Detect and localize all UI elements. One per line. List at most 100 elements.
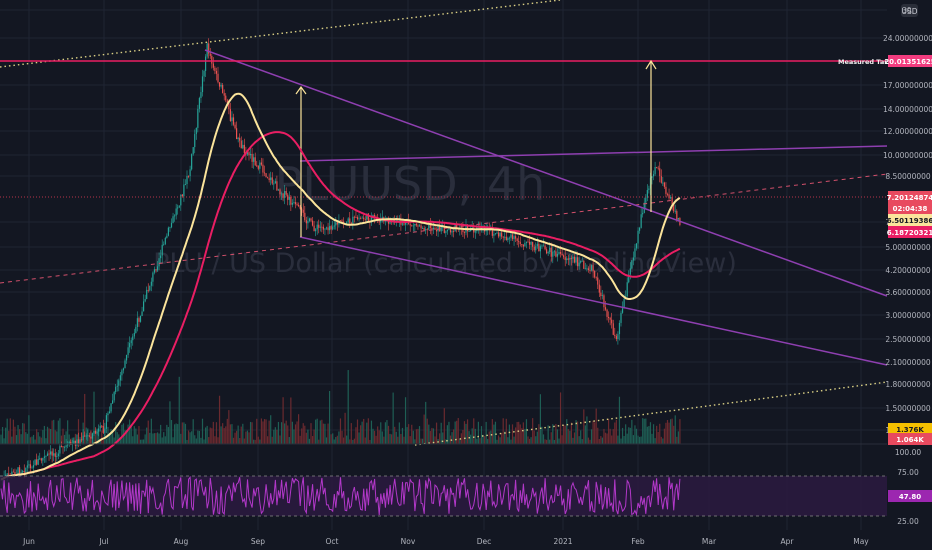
candle-body bbox=[31, 467, 33, 469]
candle-body bbox=[409, 224, 411, 226]
fast-moving-average-line bbox=[0, 92, 681, 481]
measure-arrowhead-left bbox=[295, 85, 307, 95]
candle-body bbox=[301, 208, 303, 210]
volume-bar bbox=[316, 418, 318, 444]
volume-bar bbox=[446, 425, 448, 444]
candle-body bbox=[617, 334, 619, 340]
volume-bar bbox=[197, 430, 199, 444]
candle-body bbox=[279, 189, 281, 195]
candle-body bbox=[663, 182, 665, 187]
candle-body bbox=[105, 415, 107, 429]
time-axis[interactable] bbox=[0, 530, 932, 550]
measure-arrowhead-right bbox=[645, 59, 657, 70]
volume-bar bbox=[141, 439, 143, 444]
candle-body bbox=[341, 220, 343, 222]
candle-body bbox=[567, 258, 569, 260]
candle-body bbox=[628, 274, 630, 283]
volume-bar bbox=[443, 408, 445, 444]
volume-bar bbox=[333, 439, 335, 444]
candle-body bbox=[504, 236, 506, 238]
candle-body bbox=[558, 252, 560, 254]
volume-bar bbox=[209, 427, 211, 444]
volume-bar bbox=[225, 426, 227, 444]
volume-bar bbox=[56, 431, 58, 444]
candle-body bbox=[217, 73, 219, 83]
candle-body bbox=[569, 257, 571, 260]
channel-top-line bbox=[299, 145, 888, 162]
volume-bar bbox=[617, 435, 619, 444]
candle-body bbox=[604, 307, 607, 310]
volume-bar bbox=[231, 424, 233, 444]
candle-body bbox=[549, 247, 551, 253]
candle-body bbox=[645, 197, 647, 203]
volume-bar bbox=[356, 419, 359, 444]
candle-body bbox=[273, 183, 275, 185]
candle-body bbox=[191, 154, 193, 170]
candle-body bbox=[307, 221, 309, 224]
volume-bar bbox=[519, 424, 521, 444]
candle-body bbox=[87, 435, 89, 437]
volume-bar bbox=[502, 418, 504, 444]
volume-bar bbox=[553, 439, 555, 444]
volume-bar bbox=[552, 424, 554, 444]
volume-bar bbox=[471, 428, 473, 444]
volume-bar bbox=[603, 428, 605, 444]
volume-bar bbox=[3, 438, 5, 444]
volume-bar bbox=[508, 424, 510, 444]
volume-bar bbox=[198, 430, 200, 444]
rsi-tick-label: 25.00 bbox=[897, 517, 919, 526]
volume-bar bbox=[510, 439, 512, 444]
candle-body bbox=[234, 124, 236, 129]
symbol-watermark: PLUUSD, 4h bbox=[275, 157, 546, 211]
volume-bar bbox=[57, 420, 59, 444]
volume-bar bbox=[457, 418, 459, 444]
rsi-value-badge bbox=[888, 490, 932, 502]
volume-bar bbox=[93, 391, 95, 444]
volume-bar bbox=[654, 438, 656, 444]
candle-body bbox=[296, 204, 298, 205]
volume-bar bbox=[242, 423, 244, 444]
volume-bar bbox=[144, 434, 146, 444]
volume-bar bbox=[12, 419, 14, 444]
volume-bar bbox=[569, 430, 571, 444]
volume-bar bbox=[404, 397, 407, 444]
volume-bar bbox=[189, 432, 191, 444]
volume-bar bbox=[373, 430, 376, 444]
candle-body bbox=[223, 93, 225, 96]
candle-body bbox=[456, 225, 458, 228]
volume-bar bbox=[635, 428, 638, 444]
candle-body bbox=[346, 222, 348, 224]
volume-bar bbox=[29, 437, 32, 444]
volume-bar bbox=[572, 437, 574, 444]
volume-bar bbox=[208, 437, 210, 444]
volume-bar bbox=[401, 427, 404, 444]
candle-body bbox=[172, 216, 174, 223]
candle-body bbox=[587, 268, 590, 270]
volume-bar bbox=[662, 438, 664, 444]
candle-body bbox=[82, 435, 84, 441]
y-tick-label: 4.20000000 bbox=[885, 266, 931, 275]
volume-bar bbox=[313, 429, 315, 444]
falling-wedge-upper-line bbox=[204, 49, 888, 297]
candle-body bbox=[363, 217, 365, 220]
y-tick-label: 3.60000000 bbox=[885, 288, 931, 297]
price-label-volume-ma: 1.064K bbox=[896, 436, 924, 444]
candle-body bbox=[125, 354, 128, 361]
volume-bar bbox=[113, 437, 115, 444]
candle-body bbox=[583, 260, 585, 269]
price-axis[interactable]: USD bbox=[887, 0, 932, 550]
candle-body bbox=[445, 231, 447, 233]
candle-body bbox=[308, 218, 311, 222]
volume-bar bbox=[273, 429, 275, 444]
candle-body bbox=[246, 152, 249, 155]
volume-bar bbox=[178, 376, 180, 444]
volume-bar bbox=[271, 436, 273, 444]
candle-body bbox=[203, 70, 205, 77]
volume-bar bbox=[325, 437, 328, 444]
candle-body bbox=[521, 244, 523, 245]
candle-body bbox=[110, 403, 112, 412]
instrument-watermark: PLU / US Dollar (calculated by TradingVi… bbox=[153, 248, 737, 279]
volume-bar bbox=[181, 422, 183, 444]
volume-bar bbox=[51, 420, 53, 444]
